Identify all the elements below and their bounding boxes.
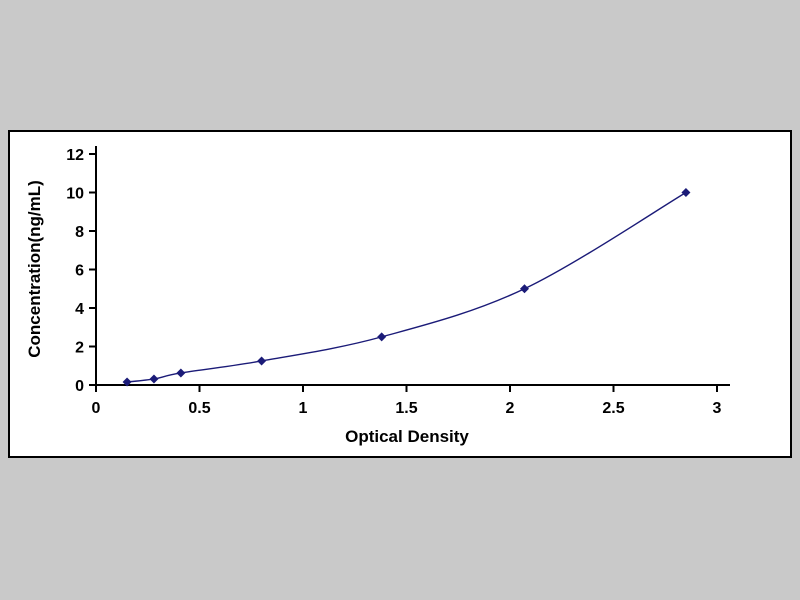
- curve-line: [126, 191, 687, 383]
- x-tick-label: 0: [92, 400, 101, 417]
- y-tick-label: 12: [66, 147, 84, 164]
- data-point-marker: [519, 284, 529, 294]
- y-tick-label: 2: [75, 340, 84, 357]
- x-tick-label: 2.5: [602, 400, 624, 417]
- x-axis-title: Optical Density: [345, 427, 469, 446]
- x-tick-label: 0.5: [188, 400, 210, 417]
- data-point-marker: [377, 332, 387, 342]
- y-tick-label: 0: [75, 378, 84, 395]
- standard-curve-chart: 0 0.5 1 1.5 2 2.5 3 0 2 4 6 8 10 12 Concentration(ng/…: [25, 146, 730, 446]
- x-tick-label: 3: [713, 400, 722, 417]
- x-tick-label: 1: [299, 400, 308, 417]
- chart-panel: 0 0.5 1 1.5 2 2.5 3 0 2 4 6 8 10 12 Concentration(ng/…: [8, 130, 792, 458]
- data-point-marker: [122, 377, 132, 387]
- data-point-marker: [176, 368, 186, 378]
- chart-generated-layer: 0 0.5 1 1.5 2 2.5 3 0 2 4 6 8 10 12: [66, 146, 730, 417]
- x-tick-label: 2: [506, 400, 515, 417]
- y-tick-label: 6: [75, 263, 84, 280]
- data-point-marker: [681, 188, 691, 197]
- x-tick-label: 1.5: [395, 400, 417, 417]
- y-tick-label: 4: [75, 301, 84, 318]
- data-point-marker: [149, 374, 159, 384]
- data-point-marker: [257, 356, 267, 366]
- y-axis-title: Concentration(ng/mL): [25, 180, 44, 358]
- y-tick-label: 10: [66, 186, 84, 203]
- y-tick-label: 8: [75, 224, 84, 241]
